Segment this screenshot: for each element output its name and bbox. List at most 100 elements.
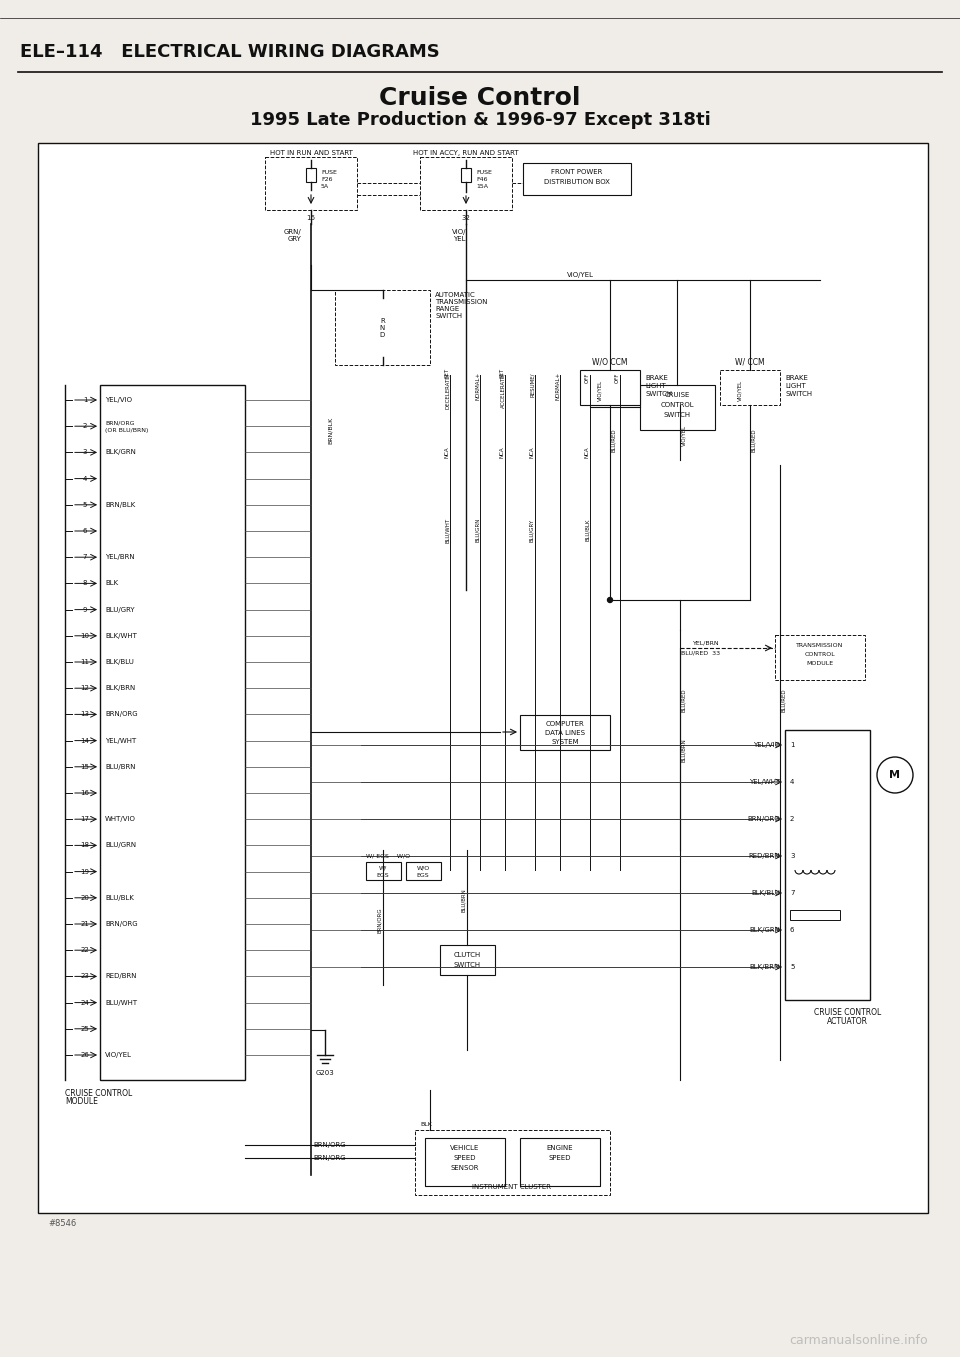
Text: VEHICLE: VEHICLE: [450, 1145, 480, 1151]
Text: DECELERATE/: DECELERATE/: [445, 372, 450, 408]
Bar: [520, 715, 610, 750]
Text: 5: 5: [83, 502, 87, 508]
Text: YEL/WHT: YEL/WHT: [105, 738, 136, 744]
Text: G203: G203: [316, 1071, 334, 1076]
Text: BLK/BLU: BLK/BLU: [105, 660, 133, 665]
Text: 22: 22: [81, 947, 89, 953]
Text: 8: 8: [83, 581, 87, 586]
Text: YEL/WHT: YEL/WHT: [749, 779, 780, 784]
Text: SPEED: SPEED: [454, 1155, 476, 1162]
Text: 7: 7: [83, 554, 87, 560]
Text: ACCELERATE/: ACCELERATE/: [500, 372, 505, 408]
Bar: [461, 168, 471, 182]
Text: FRONT POWER: FRONT POWER: [551, 170, 603, 175]
Text: GRY: GRY: [287, 236, 301, 242]
Text: 26: 26: [81, 1052, 89, 1058]
Bar: [785, 730, 870, 1000]
Text: SET: SET: [445, 368, 450, 379]
Text: BRN/BLK: BRN/BLK: [327, 417, 332, 444]
Text: BLU/GRY: BLU/GRY: [530, 518, 535, 541]
Text: BLU/BLK: BLU/BLK: [585, 518, 589, 541]
Text: BRN/BLK: BRN/BLK: [105, 502, 135, 508]
Text: VIO/: VIO/: [451, 229, 466, 235]
Text: 2: 2: [83, 423, 87, 429]
Text: VIO/YEL: VIO/YEL: [682, 425, 686, 445]
Bar: [640, 385, 715, 430]
Text: BLK/WHT: BLK/WHT: [105, 632, 137, 639]
Text: BLU/BRN: BLU/BRN: [105, 764, 135, 769]
Text: NCA: NCA: [444, 446, 449, 457]
Text: W/ CCM: W/ CCM: [735, 357, 765, 366]
Text: MODULE: MODULE: [65, 1096, 98, 1106]
Text: BLK: BLK: [420, 1122, 432, 1128]
Text: YEL/VIO: YEL/VIO: [105, 398, 132, 403]
Text: HOT IN RUN AND START: HOT IN RUN AND START: [270, 151, 352, 156]
Text: BLK: BLK: [105, 581, 118, 586]
Text: BLU/RED: BLU/RED: [781, 688, 786, 712]
Text: BLU/GRY: BLU/GRY: [105, 607, 134, 612]
Text: 10: 10: [81, 632, 89, 639]
Text: SET: SET: [500, 368, 505, 379]
Bar: [790, 911, 840, 920]
Text: 25: 25: [81, 1026, 89, 1031]
Text: 1: 1: [83, 398, 87, 403]
Bar: [100, 385, 245, 1080]
Text: 24: 24: [81, 1000, 89, 1006]
Text: 20: 20: [81, 894, 89, 901]
Text: SWITCH: SWITCH: [453, 962, 481, 968]
Text: MODULE: MODULE: [806, 661, 833, 665]
Circle shape: [877, 757, 913, 792]
Text: YEL/BRN: YEL/BRN: [105, 554, 134, 560]
Text: 19: 19: [81, 868, 89, 875]
Bar: [335, 290, 430, 365]
Text: 16: 16: [306, 214, 316, 221]
Text: BRAKE: BRAKE: [785, 375, 808, 381]
Text: VIO/YEL: VIO/YEL: [597, 380, 603, 400]
Text: 1995 Late Production & 1996-97 Except 318ti: 1995 Late Production & 1996-97 Except 31…: [250, 111, 710, 129]
Text: NCA: NCA: [530, 446, 535, 457]
Text: FUSE: FUSE: [321, 170, 337, 175]
Text: TRANSMISSION: TRANSMISSION: [796, 642, 844, 647]
Text: BRAKE: BRAKE: [645, 375, 668, 381]
Bar: [366, 862, 401, 879]
Bar: [265, 157, 357, 210]
Text: HOT IN ACCY, RUN AND START: HOT IN ACCY, RUN AND START: [413, 151, 518, 156]
Text: ELE–114   ELECTRICAL WIRING DIAGRAMS: ELE–114 ELECTRICAL WIRING DIAGRAMS: [20, 43, 440, 61]
Text: ACTUATOR: ACTUATOR: [827, 1018, 868, 1026]
Bar: [415, 1130, 610, 1196]
Text: 7: 7: [790, 890, 795, 896]
Text: RED/BRN: RED/BRN: [105, 973, 136, 980]
Text: SENSOR: SENSOR: [451, 1166, 479, 1171]
Text: M: M: [890, 769, 900, 780]
Text: BLU/WHT: BLU/WHT: [444, 517, 449, 543]
Text: #8546: #8546: [48, 1219, 76, 1228]
Text: RANGE: RANGE: [435, 305, 459, 312]
Text: BLK/GRN: BLK/GRN: [749, 927, 780, 934]
Text: BRN/ORG: BRN/ORG: [105, 711, 137, 718]
Text: W/O: W/O: [417, 866, 430, 870]
Text: CRUISE CONTROL: CRUISE CONTROL: [65, 1088, 132, 1098]
Text: LIGHT: LIGHT: [645, 383, 665, 389]
Text: EGS: EGS: [417, 873, 429, 878]
Text: BLU/BLK: BLU/BLK: [105, 894, 133, 901]
Text: 5: 5: [790, 963, 794, 970]
Text: SWITCH: SWITCH: [645, 391, 672, 398]
Text: BRN/ORG: BRN/ORG: [314, 1155, 347, 1162]
Text: COMPUTER: COMPUTER: [545, 721, 585, 727]
Text: BLK/BRN: BLK/BRN: [105, 685, 135, 691]
Text: BRN/ORG: BRN/ORG: [748, 816, 780, 822]
Text: BLU/WHT: BLU/WHT: [105, 1000, 137, 1006]
Text: W/ EGS    W/O: W/ EGS W/O: [366, 854, 410, 859]
Text: BRN/ORG: BRN/ORG: [105, 421, 134, 426]
Text: 2: 2: [790, 816, 794, 822]
Text: BLU/GRN: BLU/GRN: [105, 843, 136, 848]
Text: BLU/RED: BLU/RED: [752, 429, 756, 452]
Text: NORMAL+: NORMAL+: [475, 372, 480, 400]
Text: 18: 18: [81, 843, 89, 848]
Text: NORMAL+: NORMAL+: [555, 372, 560, 400]
Text: BRN/ORG: BRN/ORG: [376, 908, 381, 932]
Text: 15A: 15A: [476, 183, 488, 189]
Text: 6: 6: [790, 927, 795, 934]
Text: RED/BRN: RED/BRN: [749, 854, 780, 859]
Bar: [406, 862, 441, 879]
